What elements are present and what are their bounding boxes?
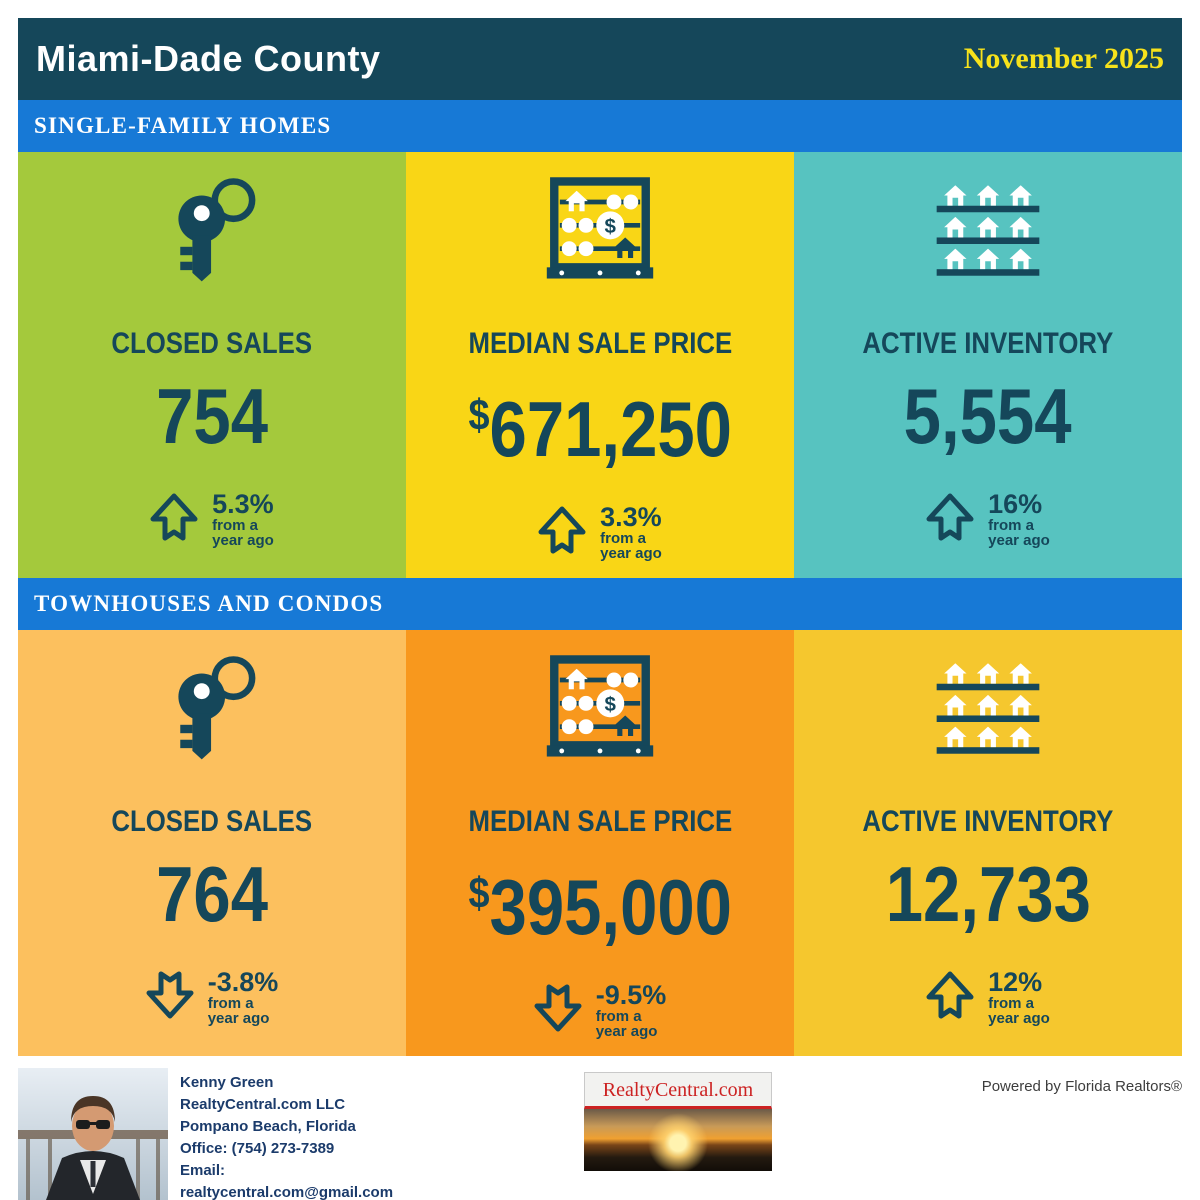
- cards-row-single-family: CLOSED SALES 754 5.3% from a year ago ME…: [18, 152, 1182, 578]
- stat-label-text: CLOSED SALES: [111, 805, 313, 838]
- trend-percent: 3.3%: [600, 502, 662, 532]
- stat-value: 12,733: [794, 853, 1182, 935]
- stat-value-text: $671,250: [468, 375, 732, 470]
- trend-text: 3.3% from a year ago: [600, 502, 662, 562]
- stat-label: ACTIVE INVENTORY: [794, 327, 1182, 361]
- up-arrow-icon: [150, 493, 198, 546]
- section-banner-label: SINGLE-FAMILY HOMES: [34, 113, 332, 138]
- keys-icon: [18, 650, 406, 765]
- currency-prefix: $: [468, 869, 490, 918]
- agent-contact-block: Kenny Green RealtyCentral.com LLC Pompan…: [180, 1072, 418, 1200]
- agent-location: Pompano Beach, Florida: [180, 1118, 356, 1135]
- stat-value: 5,554: [794, 375, 1182, 457]
- trend-percent: 5.3%: [212, 489, 274, 519]
- currency-prefix: $: [468, 391, 490, 440]
- header: Miami-Dade County November 2025: [18, 18, 1182, 100]
- stat-value: 764: [18, 853, 406, 935]
- agent-office-phone: Office: (754) 273-7389: [180, 1140, 335, 1157]
- inventory-shelves-icon: [794, 172, 1182, 287]
- value-number: 395,000: [489, 863, 732, 951]
- stat-value-text: 764: [156, 850, 268, 938]
- agent-name: Kenny Green: [180, 1074, 274, 1091]
- trend-indicator: 3.3% from a year ago: [406, 504, 794, 561]
- stat-card-tc-active-inventory: ACTIVE INVENTORY 12,733 12% from a year …: [794, 630, 1182, 1056]
- trend-indicator: 16% from a year ago: [794, 491, 1182, 548]
- stat-label-text: MEDIAN SALE PRICE: [468, 327, 732, 360]
- stat-label: ACTIVE INVENTORY: [794, 805, 1182, 839]
- trend-caption-2: year ago: [595, 1023, 658, 1040]
- trend-indicator: 5.3% from a year ago: [18, 491, 406, 548]
- trend-text: -9.5% from a year ago: [595, 980, 667, 1040]
- stat-label-text: MEDIAN SALE PRICE: [468, 805, 732, 838]
- trend-caption-2: year ago: [988, 532, 1050, 549]
- up-arrow-icon: [538, 506, 586, 559]
- stat-label-text: CLOSED SALES: [111, 327, 313, 360]
- inventory-shelves-icon: [794, 650, 1182, 765]
- footer: Kenny Green RealtyCentral.com LLC Pompan…: [18, 1068, 1182, 1200]
- section-banner-label: TOWNHOUSES AND CONDOS: [34, 591, 384, 616]
- stat-value-text: 12,733: [885, 850, 1091, 938]
- stat-card-tc-closed-sales: CLOSED SALES 764 -3.8% from a year ago: [18, 630, 406, 1056]
- value-number: 671,250: [489, 385, 732, 473]
- agent-email: Email: realtycentral.com@gmail.com: [180, 1162, 394, 1200]
- stat-label: MEDIAN SALE PRICE: [406, 805, 794, 839]
- stat-card-sf-active-inventory: ACTIVE INVENTORY 5,554 16% from a year a…: [794, 152, 1182, 578]
- stat-label: CLOSED SALES: [18, 327, 406, 361]
- sunset-photo: [584, 1109, 772, 1171]
- trend-indicator: -9.5% from a year ago: [406, 982, 794, 1039]
- trend-text: 16% from a year ago: [988, 489, 1050, 549]
- trend-caption-1: from a: [988, 995, 1034, 1012]
- trend-caption-2: year ago: [212, 532, 274, 549]
- stat-label: MEDIAN SALE PRICE: [406, 327, 794, 361]
- trend-caption-2: year ago: [988, 1010, 1050, 1027]
- up-arrow-icon: [926, 971, 974, 1024]
- stat-value: $395,000: [406, 853, 794, 948]
- cards-row-townhouses-condos: CLOSED SALES 764 -3.8% from a year ago M…: [18, 630, 1182, 1056]
- trend-caption-2: year ago: [207, 1010, 270, 1027]
- report-date: November 2025: [963, 42, 1164, 75]
- stat-label: CLOSED SALES: [18, 805, 406, 839]
- stat-card-sf-closed-sales: CLOSED SALES 754 5.3% from a year ago: [18, 152, 406, 578]
- trend-caption-2: year ago: [600, 545, 662, 562]
- trend-text: -3.8% from a year ago: [207, 967, 279, 1027]
- stat-value: 754: [18, 375, 406, 457]
- powered-by-text: Powered by Florida Realtors®: [981, 1078, 1182, 1095]
- agent-company: RealtyCentral.com LLC: [180, 1096, 346, 1113]
- trend-caption-1: from a: [600, 530, 646, 547]
- section-banner-single-family: SINGLE-FAMILY HOMES: [18, 100, 1182, 152]
- up-arrow-icon: [926, 493, 974, 546]
- trend-indicator: 12% from a year ago: [794, 969, 1182, 1026]
- abacus-icon: [406, 172, 794, 287]
- stat-card-sf-median-price: MEDIAN SALE PRICE $671,250 3.3% from a y…: [406, 152, 794, 578]
- trend-caption-1: from a: [988, 517, 1034, 534]
- abacus-icon: [406, 650, 794, 765]
- section-banner-townhouses-condos: TOWNHOUSES AND CONDOS: [18, 578, 1182, 630]
- trend-percent: 12%: [988, 967, 1043, 997]
- trend-text: 12% from a year ago: [988, 967, 1050, 1027]
- stat-label-text: ACTIVE INVENTORY: [862, 805, 1114, 838]
- keys-icon: [18, 172, 406, 287]
- agent-photo: [18, 1068, 168, 1200]
- trend-text: 5.3% from a year ago: [212, 489, 274, 549]
- trend-percent: -9.5%: [595, 980, 667, 1010]
- stat-value-text: 5,554: [904, 372, 1072, 460]
- realtycentral-logo-text: RealtyCentral.com: [584, 1072, 772, 1109]
- trend-percent: 16%: [988, 489, 1043, 519]
- stat-card-tc-median-price: MEDIAN SALE PRICE $395,000 -9.5% from a …: [406, 630, 794, 1056]
- page-title: Miami-Dade County: [36, 38, 381, 79]
- stat-value-text: $395,000: [468, 853, 732, 948]
- trend-indicator: -3.8% from a year ago: [18, 969, 406, 1026]
- stat-value-text: 754: [156, 372, 268, 460]
- down-arrow-icon: [534, 984, 582, 1037]
- realtycentral-logo: RealtyCentral.com: [584, 1072, 772, 1171]
- trend-caption-1: from a: [212, 517, 258, 534]
- down-arrow-icon: [146, 971, 194, 1024]
- stat-label-text: ACTIVE INVENTORY: [862, 327, 1114, 360]
- trend-caption-1: from a: [207, 995, 254, 1012]
- trend-caption-1: from a: [595, 1008, 642, 1025]
- trend-percent: -3.8%: [207, 967, 279, 997]
- stat-value: $671,250: [406, 375, 794, 470]
